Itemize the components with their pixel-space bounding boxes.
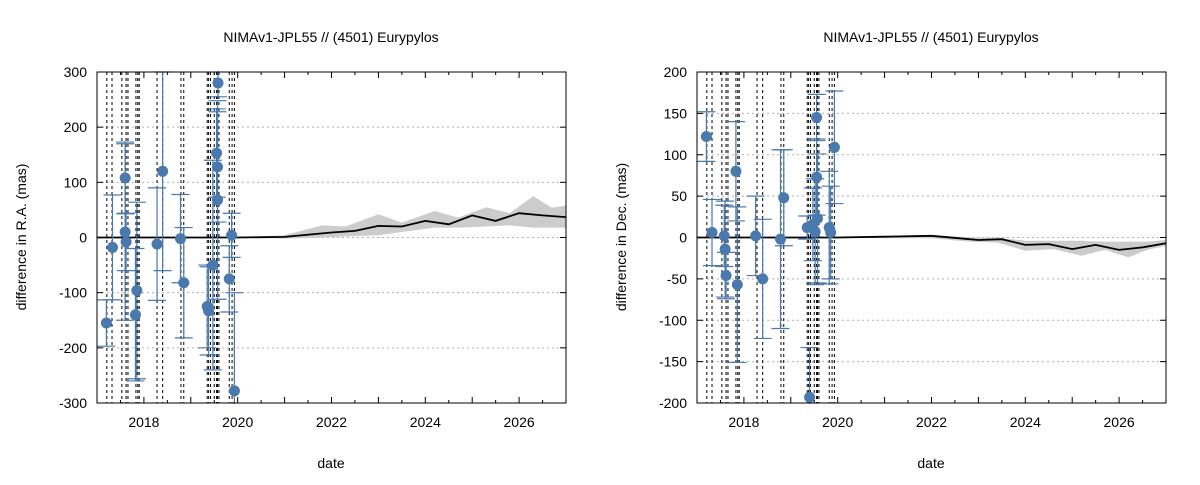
y-tick-label: 50 <box>671 188 687 204</box>
y-axis-label: difference in Dec. (mas) <box>613 163 629 311</box>
data-point <box>750 230 762 242</box>
y-axis-label: difference in R.A. (mas) <box>13 164 29 311</box>
data-point <box>804 391 816 403</box>
uncertainty-band <box>97 196 566 239</box>
x-tick-label: 2024 <box>410 414 441 430</box>
data-point <box>757 273 769 285</box>
x-tick-label: 2022 <box>316 414 347 430</box>
data-point <box>211 147 223 159</box>
data-point <box>174 233 186 245</box>
data-point <box>226 229 238 241</box>
chart-title: NIMAv1-JPL55 // (4501) Eurypylos <box>823 29 1038 45</box>
x-tick-label: 2022 <box>916 414 947 430</box>
y-tick-label: -150 <box>659 354 687 370</box>
x-tick-label: 2018 <box>728 414 759 430</box>
y-tick-label: 100 <box>64 174 88 190</box>
x-tick-label: 2020 <box>222 414 253 430</box>
data-point <box>212 194 224 206</box>
data-point <box>151 238 163 250</box>
data-point <box>812 212 824 224</box>
y-tick-label: -100 <box>659 312 687 328</box>
data-point <box>720 270 732 282</box>
data-point <box>223 273 235 285</box>
data-point <box>212 161 224 173</box>
data-point <box>203 305 215 317</box>
data-point <box>809 226 821 238</box>
x-tick-label: 2024 <box>1010 414 1041 430</box>
y-tick-label: -300 <box>59 395 87 411</box>
model-line <box>97 212 567 239</box>
y-tick-label: 0 <box>679 230 687 246</box>
data-point <box>207 259 219 271</box>
dec-chart: NIMAv1-JPL55 // (4501) Eurypylos date di… <box>613 29 1167 471</box>
data-point <box>825 227 837 239</box>
data-point <box>730 165 742 177</box>
uncertainty-band <box>697 235 1166 258</box>
y-tick-label: -50 <box>667 271 687 287</box>
ra-chart-panel: NIMAv1-JPL55 // (4501) Eurypylos date di… <box>0 0 600 480</box>
y-tick-label: 100 <box>664 147 688 163</box>
data-point <box>811 171 823 183</box>
y-tick-label: -200 <box>59 340 87 356</box>
data-point <box>157 165 169 177</box>
data-point <box>228 385 240 397</box>
data-point <box>178 277 190 289</box>
dec-chart-panel: NIMAv1-JPL55 // (4501) Eurypylos date di… <box>600 0 1200 480</box>
data-point <box>811 112 823 124</box>
x-tick-label: 2020 <box>822 414 853 430</box>
data-point <box>119 172 131 184</box>
data-point <box>212 77 224 89</box>
x-tick-label: 2026 <box>1104 414 1135 430</box>
data-point <box>100 317 112 329</box>
data-point <box>828 141 840 153</box>
data-points-group <box>697 90 844 404</box>
data-point <box>131 284 143 296</box>
data-point <box>129 309 141 321</box>
y-tick-label: 200 <box>664 64 688 80</box>
data-points-group <box>97 71 244 404</box>
data-point <box>774 233 786 245</box>
chart-title: NIMAv1-JPL55 // (4501) Eurypylos <box>223 29 438 45</box>
x-tick-label: 2026 <box>504 414 535 430</box>
y-tick-label: 300 <box>64 64 88 80</box>
data-point <box>718 230 730 242</box>
data-point <box>120 236 132 248</box>
x-tick-label: 2018 <box>128 414 159 430</box>
ra-chart: NIMAv1-JPL55 // (4501) Eurypylos date di… <box>13 29 567 471</box>
data-point <box>106 241 118 253</box>
y-tick-label: 150 <box>664 105 688 121</box>
x-axis-label: date <box>917 455 944 471</box>
data-point <box>700 131 712 143</box>
data-point <box>731 279 743 291</box>
data-point <box>706 227 718 239</box>
model-line <box>697 234 1167 251</box>
y-tick-label: -100 <box>59 285 87 301</box>
data-point <box>778 192 790 204</box>
data-point <box>719 243 731 255</box>
y-tick-label: 0 <box>79 230 87 246</box>
data-point <box>119 226 131 238</box>
y-tick-label: 200 <box>64 119 88 135</box>
y-tick-label: -200 <box>659 395 687 411</box>
x-axis-label: date <box>317 455 344 471</box>
